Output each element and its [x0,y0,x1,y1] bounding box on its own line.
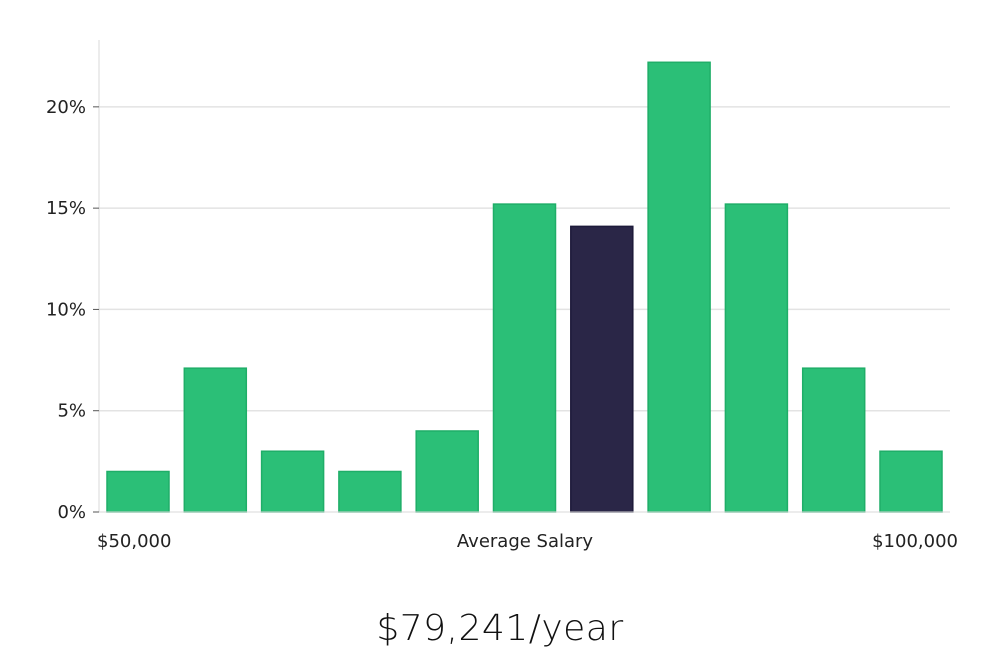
bar [338,470,402,513]
x-axis-title: Average Salary [457,531,594,552]
x-min-label: $50,000 [97,531,171,552]
bars [106,61,943,513]
bar [106,470,170,513]
bar [724,203,789,513]
bar [879,450,943,513]
y-tick-label: 10% [46,299,86,320]
bar [647,61,711,513]
y-tick-labels: 0% 5% 10% 15% 20% [46,97,99,523]
y-tick-label: 20% [46,97,86,118]
bar-highlighted [570,225,634,513]
bar [260,450,325,513]
bar [492,203,557,513]
y-tick-label: 5% [57,401,86,422]
x-max-label: $100,000 [872,531,958,552]
y-tick-label: 0% [57,502,86,523]
bar [801,367,866,513]
bar [415,430,479,513]
salary-histogram: 0% 5% 10% 15% 20% $50,000 Average Salary $10… [46,40,958,552]
bar [183,367,248,513]
y-tick-label: 15% [46,198,86,219]
average-salary-value: $79,241/year [376,608,624,649]
